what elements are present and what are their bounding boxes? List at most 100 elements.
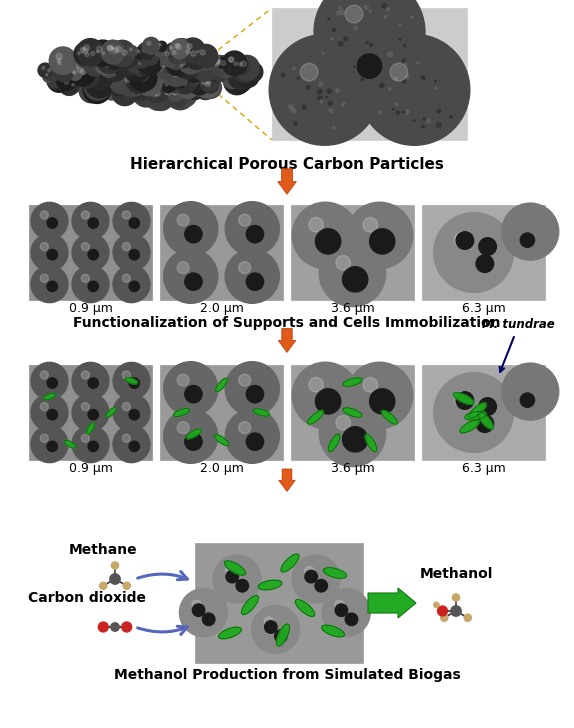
Circle shape — [171, 86, 175, 90]
Bar — [29, 205, 152, 300]
Text: 2.0 μm: 2.0 μm — [200, 462, 243, 475]
Circle shape — [293, 67, 295, 70]
Ellipse shape — [87, 422, 94, 434]
Circle shape — [354, 66, 357, 68]
Circle shape — [214, 69, 217, 73]
Circle shape — [238, 74, 241, 77]
Circle shape — [174, 79, 188, 92]
Circle shape — [143, 47, 155, 59]
Circle shape — [405, 110, 409, 114]
Circle shape — [187, 84, 191, 89]
Circle shape — [317, 90, 322, 94]
Ellipse shape — [465, 411, 487, 420]
Circle shape — [48, 68, 51, 72]
Circle shape — [370, 229, 395, 254]
Circle shape — [96, 48, 122, 74]
Circle shape — [164, 362, 218, 416]
Circle shape — [144, 48, 147, 51]
Circle shape — [171, 54, 176, 58]
Circle shape — [162, 90, 174, 101]
Circle shape — [75, 63, 99, 88]
Circle shape — [72, 69, 75, 73]
Circle shape — [193, 78, 203, 88]
Text: Methane: Methane — [69, 543, 137, 557]
Circle shape — [79, 79, 104, 103]
Circle shape — [113, 68, 116, 71]
Ellipse shape — [277, 624, 289, 646]
Circle shape — [137, 70, 143, 76]
Circle shape — [48, 70, 70, 92]
Circle shape — [88, 378, 98, 388]
Ellipse shape — [469, 403, 486, 418]
Circle shape — [165, 64, 168, 66]
Circle shape — [405, 75, 409, 79]
Circle shape — [343, 427, 368, 452]
Circle shape — [165, 52, 169, 56]
Circle shape — [136, 69, 162, 96]
Circle shape — [226, 566, 235, 576]
Circle shape — [158, 82, 181, 105]
Circle shape — [404, 44, 406, 47]
Circle shape — [40, 403, 48, 411]
Circle shape — [434, 602, 439, 608]
Circle shape — [294, 122, 297, 125]
Circle shape — [106, 73, 118, 86]
Circle shape — [327, 89, 331, 93]
Circle shape — [336, 89, 339, 92]
Circle shape — [139, 71, 142, 74]
Circle shape — [86, 84, 91, 90]
Circle shape — [319, 240, 386, 306]
Ellipse shape — [308, 411, 324, 424]
Circle shape — [98, 622, 108, 632]
Circle shape — [194, 44, 218, 68]
Circle shape — [192, 54, 219, 81]
Circle shape — [53, 75, 59, 80]
Circle shape — [129, 281, 139, 291]
Circle shape — [157, 45, 169, 57]
Ellipse shape — [253, 409, 270, 416]
Circle shape — [346, 202, 413, 269]
Circle shape — [176, 75, 200, 98]
Circle shape — [72, 426, 109, 462]
Circle shape — [358, 58, 363, 63]
Circle shape — [456, 232, 474, 249]
Ellipse shape — [281, 554, 299, 572]
Circle shape — [113, 363, 150, 399]
Circle shape — [47, 281, 57, 291]
Circle shape — [228, 64, 253, 89]
Circle shape — [125, 86, 128, 89]
Circle shape — [174, 51, 191, 68]
Circle shape — [171, 58, 176, 63]
Circle shape — [336, 416, 351, 430]
Circle shape — [152, 60, 156, 64]
Circle shape — [436, 122, 441, 127]
Circle shape — [359, 34, 470, 146]
Circle shape — [134, 76, 145, 87]
Circle shape — [130, 61, 135, 67]
Circle shape — [110, 54, 114, 58]
Ellipse shape — [328, 434, 340, 452]
Circle shape — [90, 84, 94, 87]
Circle shape — [316, 229, 341, 254]
Circle shape — [107, 46, 113, 51]
Circle shape — [142, 76, 148, 82]
Circle shape — [80, 47, 85, 52]
Ellipse shape — [216, 378, 227, 392]
Circle shape — [196, 80, 198, 82]
Circle shape — [113, 202, 150, 240]
Circle shape — [223, 66, 226, 69]
Text: Methanol Production from Simulated Biogas: Methanol Production from Simulated Bioga… — [114, 668, 460, 682]
Circle shape — [174, 74, 177, 77]
Circle shape — [322, 52, 324, 55]
Circle shape — [236, 65, 259, 87]
Circle shape — [379, 84, 384, 88]
Circle shape — [129, 441, 139, 451]
Circle shape — [437, 606, 448, 616]
Circle shape — [59, 75, 79, 95]
Circle shape — [56, 53, 62, 59]
Circle shape — [479, 238, 497, 256]
Circle shape — [248, 67, 253, 71]
Circle shape — [222, 68, 242, 89]
Circle shape — [194, 47, 205, 59]
Circle shape — [181, 58, 187, 64]
